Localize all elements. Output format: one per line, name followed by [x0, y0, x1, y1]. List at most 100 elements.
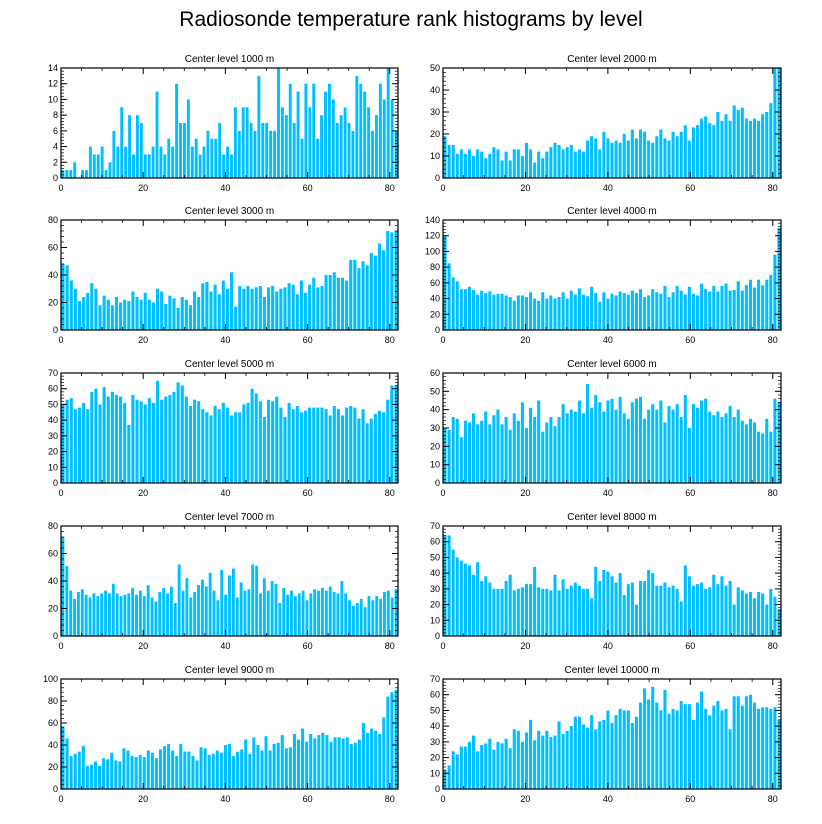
histogram-bar [352, 605, 355, 636]
histogram-bar [761, 433, 765, 483]
histogram-bar [667, 406, 671, 483]
histogram-bar [606, 400, 610, 483]
histogram-bar [143, 154, 147, 178]
histogram-bar [77, 407, 82, 483]
histogram-bar [732, 604, 736, 636]
y-tick-label: 40 [430, 721, 440, 731]
histogram-bar [590, 407, 594, 483]
x-tick-label: 20 [520, 641, 530, 651]
histogram-bar [752, 118, 757, 178]
x-tick-label: 20 [520, 335, 530, 345]
histogram-bar [472, 735, 476, 789]
histogram-bar [638, 289, 643, 330]
x-tick-label: 80 [385, 794, 395, 804]
histogram-bar [110, 305, 114, 330]
histogram-bar [712, 125, 716, 178]
y-tick-label: 40 [48, 740, 58, 750]
histogram-bar [773, 596, 777, 636]
histogram-bar [301, 590, 305, 636]
y-tick-label: 20 [48, 762, 58, 772]
histogram-bar [296, 739, 301, 789]
histogram-bar [291, 409, 295, 483]
histogram-bar [484, 743, 488, 789]
histogram-bar [225, 288, 229, 330]
histogram-bar [317, 735, 321, 789]
histogram-bar [255, 565, 259, 636]
histogram-bar [151, 402, 156, 483]
histogram-bar [777, 609, 781, 636]
histogram-bar [367, 596, 371, 636]
histogram-bar [188, 406, 193, 483]
histogram-bar [537, 730, 541, 789]
histogram-bar [529, 292, 533, 330]
histogram-bar [765, 112, 769, 178]
histogram-bar [76, 592, 80, 636]
histogram-bar [235, 597, 239, 636]
histogram-bar [139, 299, 143, 330]
histogram-bar [316, 287, 320, 330]
histogram-bar [671, 585, 675, 636]
histogram-bar [383, 592, 386, 636]
histogram-bar [182, 123, 186, 178]
y-tick-label: 10 [430, 460, 440, 470]
histogram-bar [316, 138, 320, 178]
histogram-bar [363, 91, 367, 178]
histogram-bar [757, 431, 761, 483]
histogram-bar [82, 402, 86, 483]
histogram-bar [630, 129, 634, 178]
histogram-bar [533, 566, 537, 636]
histogram-bar [675, 404, 679, 483]
histogram-panel: Center level 6000 m 0 20 40 60 80 0 10 20 30 40 50 6… [430, 359, 782, 498]
histogram-bar [312, 407, 316, 483]
histogram-bar [704, 289, 708, 330]
histogram-bar [675, 710, 679, 789]
y-tick-label: 20 [430, 600, 440, 610]
panel-title: Center level 5000 m [185, 359, 275, 370]
histogram-bar [337, 737, 341, 789]
histogram-bar [151, 302, 156, 330]
histogram-bar [581, 588, 586, 636]
y-tick-label: 10 [48, 94, 58, 104]
histogram-bar [467, 741, 472, 789]
y-tick-label: 14 [48, 63, 58, 73]
histogram-bar [752, 598, 757, 636]
histogram-bar [724, 585, 728, 636]
panel-title: Center level 2000 m [567, 54, 657, 65]
histogram-bar [712, 286, 716, 330]
histogram-bar [187, 751, 191, 789]
histogram-bar [127, 424, 131, 483]
histogram-bar [123, 299, 127, 330]
histogram-bar [260, 750, 264, 789]
histogram-bar [214, 138, 218, 178]
histogram-bar [119, 302, 123, 330]
y-tick-label: 80 [48, 215, 58, 225]
histogram-bar [142, 757, 146, 789]
histogram-bar [476, 424, 480, 483]
histogram-bar [594, 395, 598, 483]
histogram-bar [394, 589, 398, 636]
histogram-bar [508, 748, 512, 789]
histogram-bar [219, 752, 223, 789]
histogram-bar [116, 146, 120, 178]
histogram-bar [108, 162, 112, 178]
histogram-bar [529, 584, 533, 636]
histogram-bar [463, 289, 467, 330]
histogram-bar [164, 396, 168, 483]
histogram-bar [581, 151, 586, 178]
y-tick-label: 100 [425, 246, 440, 256]
histogram-bar [736, 109, 740, 178]
x-tick-label: 40 [220, 794, 230, 804]
histogram-bar [312, 277, 316, 330]
histogram-bar [69, 590, 73, 636]
histogram-bar [234, 412, 238, 483]
histogram-bar [284, 115, 288, 178]
histogram-bar [463, 420, 467, 483]
histogram-bar [257, 75, 261, 178]
histogram-bar [488, 738, 492, 789]
histogram-bar [533, 298, 537, 330]
histogram-bar [667, 297, 671, 330]
histogram-bar [704, 398, 708, 483]
histogram-bar [112, 130, 116, 178]
histogram-bar [447, 263, 451, 330]
histogram-bar [472, 413, 476, 483]
